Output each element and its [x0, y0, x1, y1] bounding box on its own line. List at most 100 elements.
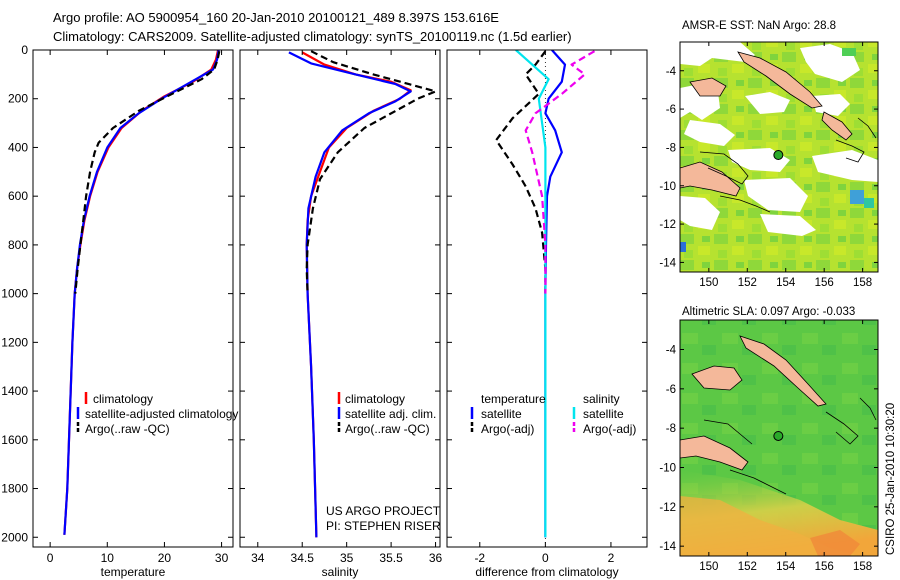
y-tick-label: 1600	[1, 433, 28, 447]
sst-coastline	[699, 151, 749, 185]
legend-temp-satellite-label: satellite	[481, 407, 522, 421]
sla-argo-location-marker	[773, 430, 784, 441]
legend-satellite-label: satellite-adjusted climatology	[85, 407, 238, 421]
x-tick-label: 20	[158, 551, 172, 565]
sla-map-frame	[679, 319, 879, 557]
map-y-tick-label: -4	[666, 66, 677, 78]
sla-map-field	[680, 320, 878, 556]
salinity-frame	[239, 49, 441, 548]
sst-land	[680, 161, 741, 197]
map-y-tick-label: -6	[666, 384, 676, 396]
sst-map-axes: 150 152 154 156 158 -4 -6 -8 -10 -12 -14	[659, 42, 878, 289]
map-x-tick-label: 156	[815, 277, 834, 289]
header-line-2: Climatology: CARS2009. Satellite-adjuste…	[53, 29, 572, 44]
series-line-temperature-satellite	[544, 50, 567, 538]
sst-coastline	[835, 139, 865, 163]
y-tick-label: 0	[21, 43, 28, 57]
series-line-satellite-adjusted-climatology	[63, 50, 220, 535]
series-line-salinity-argo-adj	[524, 50, 596, 294]
credit-project: US ARGO PROJECT	[326, 504, 441, 518]
sst-map: AMSR-E SST: NaN Argo: 28.8	[659, 20, 879, 289]
map-y-tick-label: -8	[666, 423, 676, 435]
legend-argo-label: Argo(..raw -QC)	[85, 422, 170, 436]
salinity-xlabel: salinity	[322, 565, 359, 579]
y-tick-label: 1200	[1, 335, 28, 349]
x-tick-label: 2	[608, 551, 615, 565]
x-tick-label: 0	[542, 551, 549, 565]
sst-missing-data	[680, 196, 720, 230]
sla-coastline	[859, 397, 877, 421]
sst-missing-data	[680, 42, 755, 66]
x-tick-label: -2	[474, 551, 485, 565]
sst-land	[737, 51, 823, 109]
x-tick-label: 10	[101, 551, 115, 565]
sst-coastline	[857, 117, 877, 139]
y-tick-label: 600	[8, 189, 28, 203]
sla-coastline	[703, 419, 753, 445]
credit-pi: PI: STEPHEN RISER	[326, 519, 441, 533]
y-tick-label: 2000	[1, 530, 28, 544]
sst-map-field	[680, 42, 878, 272]
legend-temp-argo-label: Argo(-adj)	[481, 422, 534, 436]
sla-map: Altimetric SLA: 0.097 Argo: -0.033 150 15…	[659, 306, 879, 573]
legend-climatology-label: climatology	[345, 392, 405, 406]
profile-axes: 0 10 20 30020040060080010001200140016001800…	[1, 43, 648, 579]
difference-legend: temperature satellite Argo(-adj) salinit…	[470, 392, 636, 436]
map-y-tick-label: -14	[659, 541, 676, 553]
map-y-tick-label: -8	[666, 142, 676, 154]
sla-land	[680, 435, 749, 471]
map-x-tick-label: 154	[776, 561, 796, 573]
csiro-timestamp: CSIRO 25-Jan-2010 10:30:20	[885, 403, 897, 555]
legend-sal-argo-label: Argo(-adj)	[583, 422, 636, 436]
map-x-tick-label: 158	[853, 277, 872, 289]
y-tick-label: 1400	[1, 384, 28, 398]
y-tick-label: 1800	[1, 482, 28, 496]
temperature-legend: climatology satellite-adjusted climatolo…	[76, 392, 238, 436]
sst-missing-data	[760, 214, 816, 236]
sst-missing-data	[812, 150, 878, 182]
map-x-tick-label: 150	[699, 277, 718, 289]
difference-frame	[446, 49, 648, 548]
map-x-tick-label: 152	[738, 561, 757, 573]
series-line-satellite-adj-clim	[288, 51, 412, 538]
series-line-argo-raw-qc	[74, 50, 221, 294]
legend-argo-label: Argo(..raw -QC)	[345, 422, 430, 436]
x-tick-label: 35	[340, 551, 354, 565]
series-line-climatology	[63, 50, 220, 535]
salinity-legend: climatology satellite adj. clim. Argo(..…	[326, 392, 441, 533]
sla-land	[739, 335, 827, 407]
x-tick-label: 30	[215, 551, 229, 565]
map-y-tick-label: -14	[659, 257, 676, 269]
header-line-1: Argo profile: AO 5900954_160 20-Jan-2010…	[53, 10, 499, 25]
sst-missing-data	[745, 92, 790, 114]
legend-satellite-label: satellite adj. clim.	[345, 407, 436, 421]
sla-coastline	[825, 411, 859, 445]
map-x-tick-label: 150	[699, 561, 718, 573]
map-y-tick-label: -12	[659, 502, 676, 514]
y-tick-label: 200	[8, 92, 28, 106]
series-line-argo-raw-qc	[305, 50, 437, 294]
sla-land	[691, 365, 743, 391]
map-y-tick-label: -10	[659, 181, 676, 193]
x-tick-label: 36	[429, 551, 443, 565]
map-y-tick-label: -12	[659, 219, 676, 231]
difference-xlabel: difference from climatology	[475, 565, 618, 579]
y-tick-label: 800	[8, 238, 28, 252]
sst-cool-patch	[850, 190, 864, 204]
sla-map-title: Altimetric SLA: 0.097 Argo: -0.033	[682, 306, 855, 318]
x-tick-label: 34	[251, 551, 265, 565]
legend-climatology-label: climatology	[93, 392, 153, 406]
legend-salinity-title: salinity	[583, 392, 620, 406]
sst-cool-patch	[842, 48, 856, 56]
series-line-temperature-argo-adj	[495, 50, 547, 294]
series-line-climatology	[301, 51, 412, 538]
temperature-plot-lines	[63, 50, 221, 535]
series-line-salinity-satellite	[515, 50, 550, 538]
legend-temperature-title: temperature	[481, 392, 546, 406]
sst-cool-patch	[680, 242, 686, 252]
map-x-tick-label: 156	[815, 561, 834, 573]
sst-map-frame	[679, 41, 879, 273]
sst-missing-data	[744, 178, 808, 212]
map-y-tick-label: -6	[666, 104, 676, 116]
